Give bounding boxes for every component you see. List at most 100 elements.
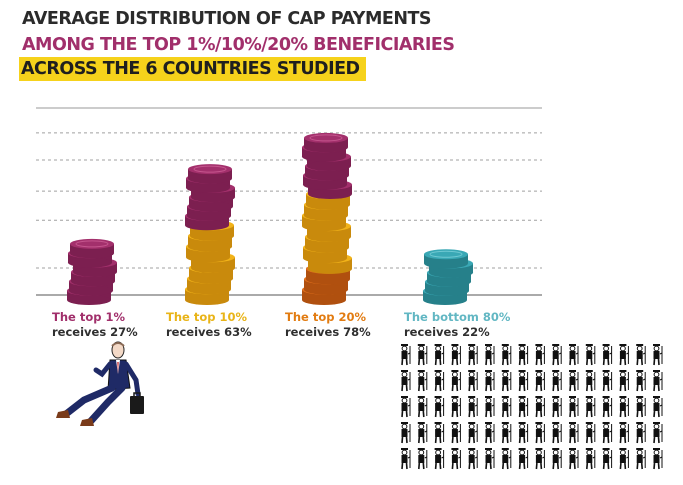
person-icon [653, 396, 663, 418]
person-icon [401, 370, 411, 392]
bar-label-name: The top 1% [52, 310, 125, 324]
person-icon [518, 448, 529, 470]
person-icon [468, 396, 478, 418]
bar-label: The top 1% receives 27% [52, 310, 138, 340]
person-icon [636, 448, 646, 470]
person-icon [569, 370, 579, 392]
person-icon [485, 344, 495, 366]
coin [188, 164, 232, 184]
bar-the-top-1 [67, 238, 117, 305]
businessman-with-briefcase-icon [56, 341, 144, 426]
person-icon [602, 448, 613, 470]
person-icon [485, 448, 495, 470]
person-icon [501, 422, 512, 444]
bar-label: The bottom 80% receives 22% [404, 310, 510, 340]
person-icon [401, 396, 411, 418]
person-icon [485, 422, 495, 444]
bar-label-name: The top 20% [285, 310, 366, 324]
person-icon [401, 448, 411, 470]
person-icon [619, 370, 629, 392]
person-icon [552, 396, 562, 418]
person-icon [518, 370, 529, 392]
person-icon [417, 370, 428, 392]
person-icon [636, 422, 646, 444]
bar-the-bottom-80 [423, 249, 473, 305]
person-icon [417, 396, 428, 418]
person-icon [501, 344, 512, 366]
person-icon [468, 370, 478, 392]
bar-label-value: receives 63% [166, 325, 252, 339]
person-icon [485, 370, 495, 392]
coin [304, 132, 348, 153]
person-icon [585, 448, 596, 470]
person-icon [417, 422, 428, 444]
person-icon [585, 422, 596, 444]
person-icon [434, 370, 445, 392]
person-icon [569, 448, 579, 470]
person-icon [451, 344, 461, 366]
person-icon [619, 422, 629, 444]
person-icon [434, 344, 445, 366]
person-icon [569, 396, 579, 418]
person-icon [468, 448, 478, 470]
person-icon [401, 344, 411, 366]
person-icon [653, 448, 663, 470]
chart-title-line-1: AVERAGE DISTRIBUTION OF CAP PAYMENTS [22, 9, 432, 29]
person-icon [518, 422, 529, 444]
person-icon [636, 396, 646, 418]
person-icon [501, 370, 512, 392]
person-icon [451, 422, 461, 444]
person-icon [451, 396, 461, 418]
bar-label-value: receives 27% [52, 325, 138, 339]
person-icon [401, 422, 411, 444]
person-icon [468, 344, 478, 366]
person-icon [552, 448, 562, 470]
person-icon [653, 344, 663, 366]
person-icon [501, 448, 512, 470]
person-icon [653, 370, 663, 392]
chart-title-line-3: ACROSS THE 6 COUNTRIES STUDIED [19, 57, 366, 81]
person-icon [619, 448, 629, 470]
person-icon [535, 396, 545, 418]
person-icon [535, 422, 545, 444]
person-icon [602, 344, 613, 366]
bar-label-name: The top 10% [166, 310, 247, 324]
person-icon [602, 422, 613, 444]
person-icon [451, 448, 461, 470]
chart-title-line-2: AMONG THE TOP 1%/10%/20% BENEFICIARIES [22, 35, 455, 55]
person-icon [518, 396, 529, 418]
bar-label-value: receives 78% [285, 325, 371, 339]
coin-stack-chart [36, 107, 542, 305]
person-icon [619, 396, 629, 418]
person-icon [417, 448, 428, 470]
coin [70, 238, 114, 259]
person-icon [585, 370, 596, 392]
person-icon [653, 422, 663, 444]
person-icon [485, 396, 495, 418]
person-icon [451, 370, 461, 392]
bar-the-top-10 [185, 164, 235, 305]
person-icon [569, 422, 579, 444]
bar-label-name: The bottom 80% [404, 310, 511, 324]
people-crowd-icon [401, 344, 663, 470]
coin [424, 249, 468, 269]
person-icon [535, 370, 545, 392]
person-icon [569, 344, 579, 366]
person-icon [434, 396, 445, 418]
bar-label: The top 20% receives 78% [285, 310, 371, 340]
person-icon [417, 344, 428, 366]
person-icon [535, 344, 545, 366]
person-icon [468, 422, 478, 444]
person-icon [552, 370, 562, 392]
person-icon [602, 396, 613, 418]
person-icon [434, 422, 445, 444]
person-icon [501, 396, 512, 418]
person-icon [552, 344, 562, 366]
person-icon [552, 422, 562, 444]
person-icon [619, 344, 629, 366]
bar-label-value: receives 22% [404, 325, 490, 339]
person-icon [602, 370, 613, 392]
person-icon [585, 344, 596, 366]
person-icon [535, 448, 545, 470]
bar-label: The top 10% receives 63% [166, 310, 252, 340]
